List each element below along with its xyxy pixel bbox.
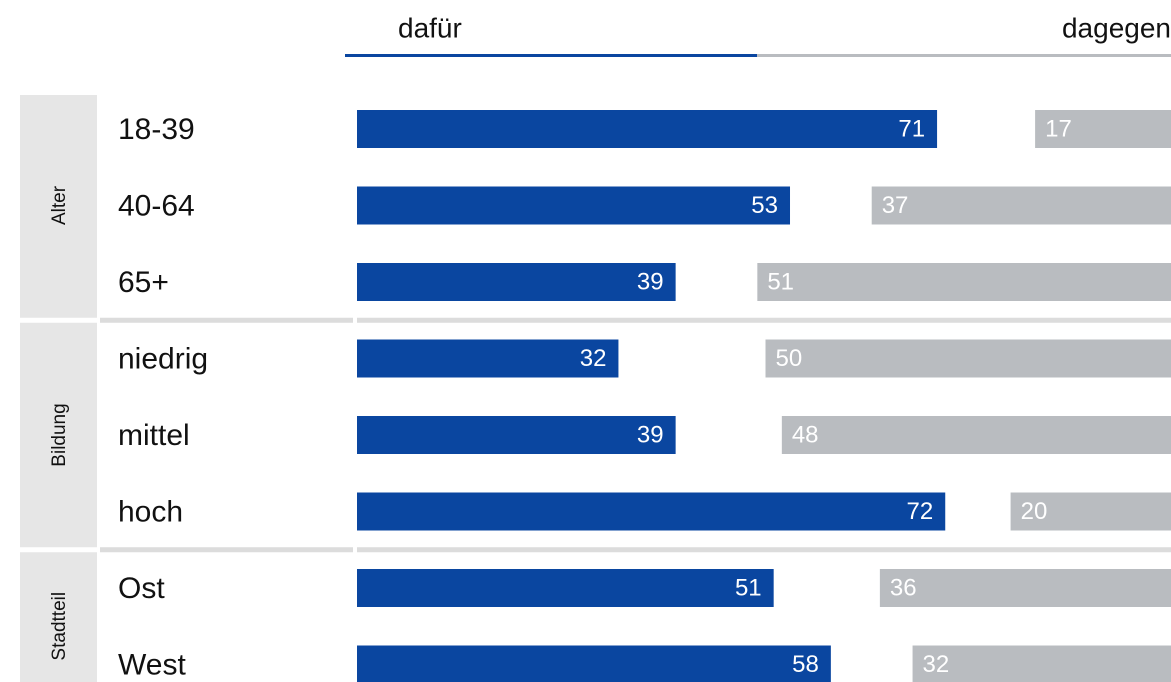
legend-label: dagegen <box>1062 12 1171 43</box>
value-label: 37 <box>882 192 909 219</box>
value-label: 51 <box>767 268 794 295</box>
category-label: hoch <box>118 495 183 528</box>
bar <box>357 492 946 531</box>
separator <box>357 547 1171 553</box>
value-label: 32 <box>923 651 950 678</box>
separator <box>20 317 97 323</box>
value-label: 51 <box>735 574 762 601</box>
bar <box>1010 492 1171 531</box>
value-label: 17 <box>1045 115 1072 142</box>
legend-line <box>757 54 1171 57</box>
category-label: niedrig <box>118 342 208 375</box>
value-label: 39 <box>637 421 664 448</box>
group-strip <box>20 95 97 682</box>
category-label: 65+ <box>118 266 169 299</box>
value-label: 39 <box>637 268 664 295</box>
value-label: 72 <box>907 498 934 525</box>
bar <box>871 186 1171 225</box>
bar <box>765 339 1171 378</box>
value-label: 50 <box>776 345 803 372</box>
group-label: Bildung <box>49 403 70 466</box>
value-label: 32 <box>580 345 607 372</box>
bar <box>781 416 1171 454</box>
category-label: 40-64 <box>118 189 195 222</box>
value-label: 58 <box>792 651 819 678</box>
bar <box>357 416 676 454</box>
bar <box>357 263 676 301</box>
separator <box>100 547 353 553</box>
bar <box>757 263 1171 301</box>
bar <box>357 110 938 148</box>
category-label: West <box>118 648 186 681</box>
value-label: 53 <box>751 192 778 219</box>
group-label: Alter <box>49 185 70 225</box>
category-label: 18-39 <box>118 113 195 146</box>
separator <box>20 547 97 553</box>
separator <box>357 317 1171 323</box>
bar <box>912 645 1171 682</box>
category-label: mittel <box>118 419 190 452</box>
value-label: 20 <box>1021 498 1048 525</box>
value-label: 71 <box>898 115 925 142</box>
bar <box>879 569 1171 607</box>
value-label: 36 <box>890 574 917 601</box>
separator <box>100 317 353 323</box>
value-label: 48 <box>792 421 819 448</box>
legend-label: dafür <box>398 12 462 43</box>
bar <box>1035 110 1171 148</box>
legend-line <box>345 54 757 57</box>
group-label: Stadtteil <box>49 592 70 661</box>
category-label: Ost <box>118 572 165 605</box>
bar <box>357 186 791 225</box>
bar <box>357 569 774 607</box>
bar <box>357 339 619 378</box>
bar <box>357 645 831 682</box>
